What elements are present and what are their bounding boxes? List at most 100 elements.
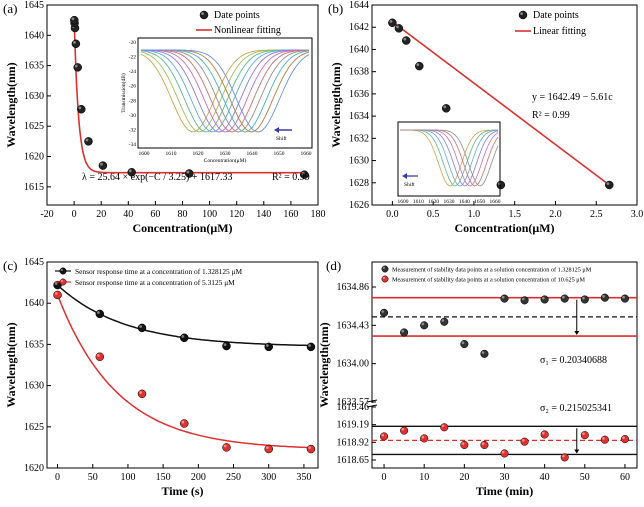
data-point-shine: [381, 310, 385, 313]
legend-marker: [381, 275, 389, 283]
data-point: [127, 168, 136, 177]
data-point-shine: [401, 329, 405, 333]
data-point: [420, 434, 429, 443]
data-point-shine: [139, 325, 143, 328]
data-point: [70, 15, 79, 25]
data-point: [440, 423, 449, 432]
axis-break-gap: [368, 403, 376, 406]
panel-label: (b): [328, 1, 343, 16]
x-tick-label: 20: [96, 209, 106, 220]
x-tick-label: 80: [178, 209, 188, 220]
y-tick-label: 1636: [349, 89, 369, 100]
fit-equation: λ = 25.64 × exp(−C / 3.25) + 1617.33: [82, 172, 232, 183]
data-point-shine: [381, 433, 385, 437]
data-point: [600, 435, 609, 444]
x-tick-label: 40: [540, 472, 550, 483]
data-point: [560, 453, 569, 462]
y-tick-label: 1633.57: [337, 397, 370, 408]
data-point-shine: [602, 295, 605, 298]
data-point: [401, 36, 411, 45]
data-point-shine: [501, 450, 505, 454]
data-point: [441, 104, 451, 113]
y-tick-label: 1630: [24, 381, 44, 392]
y-tick-label: 1632: [349, 133, 369, 144]
x-tick-label: 1.0: [468, 209, 481, 220]
sigma1-arrow-head: [574, 331, 580, 336]
sigma2-arrow-head: [574, 449, 580, 454]
x-tick-label: 50: [580, 472, 590, 483]
data-point-shine: [186, 170, 190, 174]
data-point: [306, 342, 316, 352]
inset-x-label: Concentration(μM): [204, 157, 247, 164]
data-point: [500, 294, 509, 303]
data-point: [600, 293, 609, 302]
x-tick-label: 0: [55, 472, 60, 483]
inset-a: 1600 1610 1620 1630 1640 1650 1660 -20 -22 -24 -26…: [120, 37, 313, 164]
y-tick-label: 1645: [24, 257, 44, 268]
legend-marker-points: [199, 10, 209, 20]
legend-label: Date points: [214, 10, 260, 21]
data-point-shine: [421, 435, 425, 439]
data-point: [379, 432, 389, 441]
data-point: [95, 352, 105, 362]
inset-y-tick: -24: [129, 69, 137, 75]
data-point: [520, 437, 529, 446]
data-point: [580, 295, 589, 304]
y-tick-label: 1618.92: [337, 437, 370, 448]
inset-x-tick: 1640: [247, 151, 258, 157]
data-point-shine: [301, 171, 305, 175]
data-point-shine: [96, 353, 100, 357]
legend-marker: [59, 278, 67, 286]
y-tick-label: 1635: [24, 339, 44, 350]
plot-frame: [371, 4, 638, 206]
data-point-shine: [403, 37, 407, 41]
y-axis-label: Wavelength(nm): [4, 322, 18, 407]
y-tick-label: 1620: [24, 152, 44, 163]
inset-spectrum: [400, 129, 498, 187]
x-tick-label: 40: [123, 209, 133, 220]
y-tick-label: 1644: [349, 0, 369, 11]
data-point: [415, 61, 424, 71]
inset-spectrum: [400, 129, 499, 187]
data-point-shine: [622, 295, 625, 299]
inset-spectrum: [141, 49, 310, 133]
x-tick-label: 20: [459, 472, 469, 483]
inset-x-tick: 1650: [274, 151, 285, 157]
data-point-shine: [541, 296, 545, 300]
legend-marker-shine: [60, 268, 63, 271]
data-point: [605, 180, 614, 190]
data-point-shine: [54, 282, 58, 286]
inset-y-tick: -34: [129, 142, 137, 148]
y-tick-label: 1634: [349, 111, 369, 122]
inset-y-tick: -28: [129, 98, 137, 104]
data-point-shine: [421, 322, 425, 326]
inset-spectrum: [141, 49, 310, 133]
inset-x-tick: 1660: [490, 199, 501, 205]
x-tick-label: -20: [40, 209, 53, 220]
x-tick-label: 100: [120, 472, 135, 483]
data-point-shine: [461, 341, 465, 345]
x-tick-label: 0: [72, 209, 77, 220]
sigma1-label: σ₁ = 0.20340688: [540, 355, 607, 366]
data-point-shine: [265, 446, 269, 450]
panel-c: 0 50 100 150 200 250 300 350 1620 1625 1630 1635 164…: [3, 257, 319, 498]
data-point-shine: [622, 436, 625, 440]
y-axis-label: Wavelength(nm): [4, 62, 18, 147]
legend-label: Measurement of stability data points at …: [392, 267, 592, 274]
legend-marker-shine: [382, 266, 385, 269]
data-point: [460, 340, 469, 349]
inset-spectrum: [140, 49, 309, 133]
data-point-shine: [181, 420, 185, 424]
data-point-shine: [401, 427, 405, 431]
data-point: [460, 440, 469, 450]
data-point-shine: [396, 25, 399, 29]
y-axis-label: Wavelength(nm): [329, 62, 343, 147]
data-point-shine: [562, 454, 565, 458]
data-point-shine: [389, 19, 393, 23]
data-point-shine: [73, 40, 76, 44]
legend-marker: [381, 265, 389, 273]
data-point: [77, 104, 86, 114]
inset-b: 1600 1610 1620 1630 1640 1650 1660 Shift: [397, 121, 501, 205]
inset-x-tick: 1660: [301, 151, 312, 157]
plot-frame: [46, 261, 319, 469]
